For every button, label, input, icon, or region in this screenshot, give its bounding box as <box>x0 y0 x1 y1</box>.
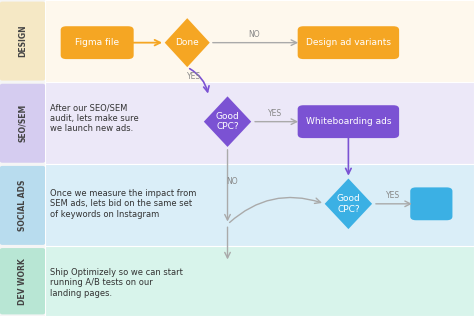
Text: SOCIAL ADS: SOCIAL ADS <box>18 180 27 231</box>
FancyBboxPatch shape <box>298 105 399 138</box>
FancyBboxPatch shape <box>61 26 134 59</box>
FancyBboxPatch shape <box>298 26 399 59</box>
Polygon shape <box>165 18 210 67</box>
Text: Design ad variants: Design ad variants <box>306 38 391 47</box>
Text: YES: YES <box>386 191 401 200</box>
Text: Good
CPC?: Good CPC? <box>337 194 360 214</box>
FancyBboxPatch shape <box>410 187 452 220</box>
Text: YES: YES <box>187 72 201 81</box>
FancyBboxPatch shape <box>0 166 45 245</box>
FancyBboxPatch shape <box>45 82 474 164</box>
FancyBboxPatch shape <box>0 2 45 81</box>
Text: Whiteboarding ads: Whiteboarding ads <box>306 117 391 126</box>
FancyBboxPatch shape <box>45 0 474 82</box>
Text: NO: NO <box>227 178 238 186</box>
Polygon shape <box>204 96 251 147</box>
Polygon shape <box>325 179 372 229</box>
Text: DESIGN: DESIGN <box>18 25 27 58</box>
FancyBboxPatch shape <box>45 164 474 246</box>
Text: After our SEO/SEM
audit, lets make sure
we launch new ads.: After our SEO/SEM audit, lets make sure … <box>50 104 138 133</box>
Text: DEV WORK: DEV WORK <box>18 258 27 305</box>
Text: NO: NO <box>248 30 259 39</box>
Text: SEO/SEM: SEO/SEM <box>18 104 27 143</box>
FancyBboxPatch shape <box>0 248 45 314</box>
Text: Once we measure the impact from
SEM ads, lets bid on the same set
of keywords on: Once we measure the impact from SEM ads,… <box>50 189 196 219</box>
FancyBboxPatch shape <box>0 84 45 163</box>
Text: Ship Optimizely so we can start
running A/B tests on our
landing pages.: Ship Optimizely so we can start running … <box>50 268 182 298</box>
FancyBboxPatch shape <box>45 246 474 316</box>
Text: YES: YES <box>268 109 282 118</box>
Text: Figma file: Figma file <box>75 38 119 47</box>
Text: Done: Done <box>175 38 199 47</box>
Text: Good
CPC?: Good CPC? <box>216 112 239 131</box>
